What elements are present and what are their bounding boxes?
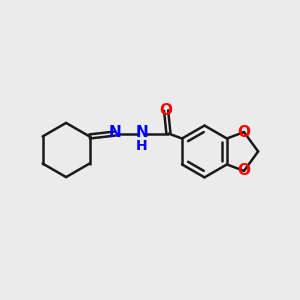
Text: O: O [238, 164, 250, 178]
Text: N: N [109, 125, 122, 140]
Text: O: O [160, 103, 172, 118]
Text: O: O [238, 124, 250, 140]
Text: H: H [136, 139, 148, 153]
Text: N: N [136, 125, 148, 140]
